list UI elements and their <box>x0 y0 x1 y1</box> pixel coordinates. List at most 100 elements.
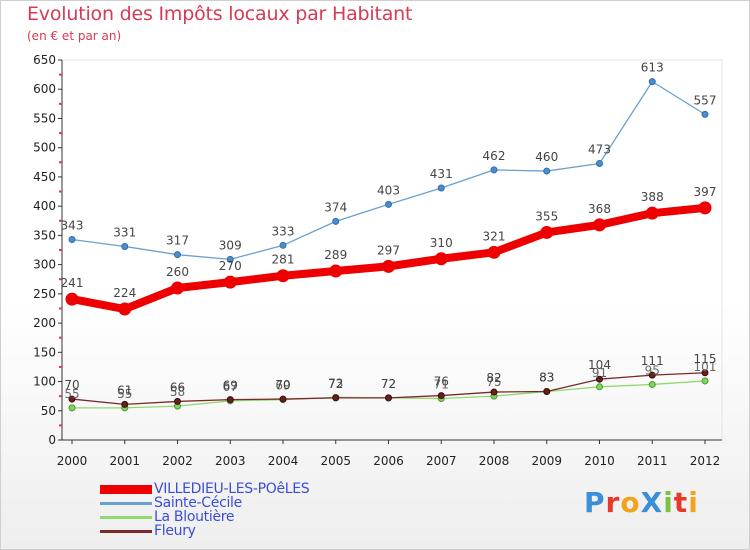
y-tick-label: 450 <box>33 170 56 184</box>
data-label: 101 <box>694 360 717 374</box>
data-point <box>329 264 343 278</box>
x-tick-label: 2001 <box>109 454 140 468</box>
data-point <box>540 225 554 239</box>
data-point <box>596 383 603 391</box>
x-tick-label: 2003 <box>215 454 246 468</box>
x-tick-label: 2011 <box>637 454 668 468</box>
data-label: 55 <box>117 387 132 401</box>
data-point <box>543 387 551 395</box>
legend-swatch-fleury <box>100 530 152 533</box>
data-point <box>490 388 498 396</box>
data-label: 69 <box>223 379 238 393</box>
y-tick-label: 550 <box>33 111 56 125</box>
data-point <box>276 269 290 283</box>
data-label: 388 <box>641 190 664 204</box>
logo-letter: t <box>673 486 689 519</box>
y-tick-label: 250 <box>33 287 56 301</box>
data-point <box>648 380 656 388</box>
data-label: 270 <box>219 259 242 273</box>
data-label: 260 <box>166 265 189 279</box>
data-label: 95 <box>645 363 660 377</box>
legend-label-sainte-cecile: Sainte-Cécile <box>154 495 242 511</box>
data-point <box>701 110 709 118</box>
y-tick-label: 150 <box>33 345 56 359</box>
data-label: 333 <box>272 224 295 238</box>
logo-letter: P <box>584 486 606 519</box>
proxiti-logo: ProXiti <box>584 486 699 519</box>
data-point <box>543 167 551 175</box>
data-label: 374 <box>324 200 347 214</box>
legend-swatch-sainte-cecile <box>100 502 152 505</box>
x-tick-label: 2007 <box>426 454 457 468</box>
data-label: 224 <box>113 286 136 300</box>
data-point <box>382 259 395 273</box>
data-point <box>174 397 181 405</box>
data-label: 297 <box>377 243 400 257</box>
y-tick-label: 50 <box>41 404 56 418</box>
x-tick-label: 2002 <box>162 454 193 468</box>
y-tick-label: 300 <box>33 258 56 272</box>
data-label: 58 <box>170 385 185 399</box>
logo-letter: o <box>620 486 641 519</box>
x-tick-label: 2006 <box>373 454 404 468</box>
data-point <box>118 302 132 316</box>
data-label: 289 <box>324 248 347 262</box>
data-label: 111 <box>641 354 664 368</box>
data-label: 83 <box>539 370 554 384</box>
data-label: 431 <box>430 167 453 181</box>
data-point <box>332 394 340 402</box>
data-label: 69 <box>275 379 290 393</box>
y-tick-label: 600 <box>33 82 56 96</box>
data-point <box>490 166 498 174</box>
data-point <box>698 201 712 215</box>
data-point <box>223 275 237 289</box>
data-point <box>593 218 606 232</box>
logo-letter: i <box>663 486 674 519</box>
data-point <box>437 392 445 400</box>
data-point <box>279 395 287 403</box>
data-label: 368 <box>588 202 611 216</box>
data-label: 82 <box>486 371 501 385</box>
data-label: 460 <box>535 150 558 164</box>
x-tick-label: 2012 <box>690 454 721 468</box>
data-label: 66 <box>170 380 185 394</box>
data-label: 397 <box>694 185 717 199</box>
logo-letter: i <box>688 486 699 519</box>
data-point <box>68 395 76 403</box>
data-label: 72 <box>328 377 343 391</box>
data-label: 310 <box>430 236 453 250</box>
data-point <box>68 235 76 243</box>
series-line <box>68 203 709 314</box>
data-label: 115 <box>694 352 717 366</box>
y-tick-label: 650 <box>33 53 56 67</box>
data-point <box>596 375 603 383</box>
data-label: 403 <box>377 183 400 197</box>
legend-label-fleury: Fleury <box>154 523 196 539</box>
data-label: 343 <box>61 218 84 232</box>
data-point <box>648 78 656 86</box>
data-label: 76 <box>434 375 449 389</box>
data-point <box>648 371 656 379</box>
chart-title: Evolution des Impôts locaux par Habitant <box>27 3 413 25</box>
data-point <box>121 242 129 250</box>
data-label: 331 <box>113 225 136 239</box>
data-label: 67 <box>223 380 238 394</box>
x-tick-label: 2008 <box>479 454 510 468</box>
y-tick-label: 200 <box>33 316 56 330</box>
legend-swatch-villedieu <box>100 485 152 494</box>
data-point <box>701 377 709 385</box>
data-label: 317 <box>166 234 189 248</box>
data-label: 462 <box>483 149 506 163</box>
data-label: 309 <box>219 238 242 252</box>
data-label: 61 <box>117 383 132 397</box>
data-label: 70 <box>275 378 290 392</box>
data-label: 241 <box>61 276 84 290</box>
y-tick-label: 0 <box>48 433 56 447</box>
data-point <box>645 206 659 220</box>
data-point <box>434 252 448 266</box>
chart-subtitle: (en € et par an) <box>27 29 122 43</box>
data-label: 321 <box>483 229 506 243</box>
data-label: 73 <box>328 376 343 390</box>
